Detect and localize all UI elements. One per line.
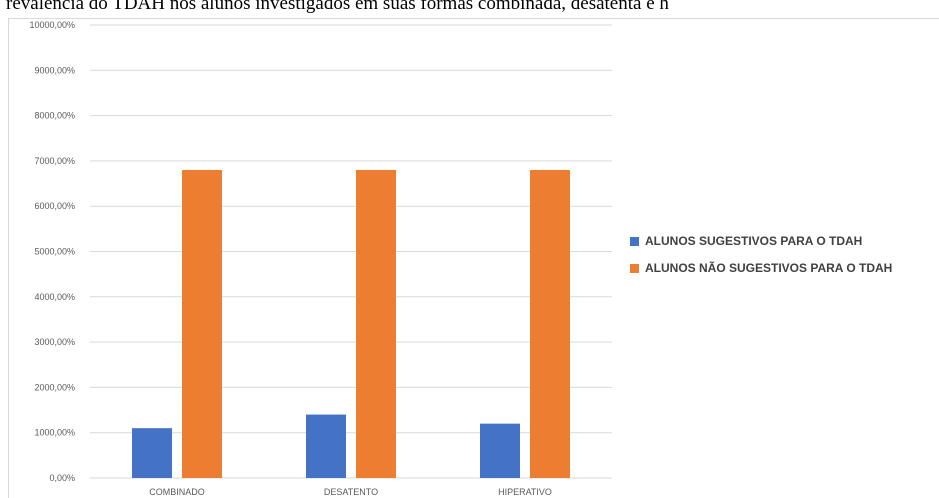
bar-nao-sugestivos-hiperativo — [530, 169, 570, 478]
y-tick-label: 1000,00% — [34, 428, 75, 438]
legend-label: ALUNOS SUGESTIVOS PARA O TDAH — [645, 234, 863, 248]
y-tick-label: 4000,00% — [34, 292, 75, 302]
x-tick-label: COMBINADO — [149, 487, 205, 497]
x-tick-label: DESATENTO — [324, 487, 378, 497]
legend-swatch-orange — [630, 263, 639, 273]
bar-sugestivos-desatento — [306, 414, 346, 478]
legend-swatch-blue — [630, 236, 639, 246]
y-tick-label: 3000,00% — [34, 337, 75, 347]
y-tick-label: 7000,00% — [34, 156, 75, 166]
y-tick-label: 5000,00% — [34, 247, 75, 257]
y-tick-label: 10000,00% — [29, 20, 75, 30]
bar-nao-sugestivos-combinado — [182, 169, 222, 478]
y-tick-label: 9000,00% — [34, 65, 75, 75]
chart-title: revalência do TDAH nos alunos investigad… — [6, 0, 669, 14]
y-tick-label: 2000,00% — [34, 382, 75, 392]
legend-item-nao-sugestivos: ALUNOS NÃO SUGESTIVOS PARA O TDAH — [630, 261, 892, 275]
bar-nao-sugestivos-desatento — [356, 169, 396, 478]
chart-frame — [8, 18, 939, 498]
legend-item-sugestivos: ALUNOS SUGESTIVOS PARA O TDAH — [630, 234, 892, 248]
bar-sugestivos-hiperativo — [480, 423, 520, 478]
bar-sugestivos-combinado — [132, 428, 172, 478]
x-tick-label: HIPERATIVO — [498, 487, 552, 497]
legend: ALUNOS SUGESTIVOS PARA O TDAH ALUNOS NÃO… — [630, 234, 892, 288]
y-tick-label: 8000,00% — [34, 111, 75, 121]
legend-label: ALUNOS NÃO SUGESTIVOS PARA O TDAH — [645, 261, 893, 275]
y-tick-label: 6000,00% — [34, 201, 75, 211]
y-tick-label: 0,00% — [49, 473, 75, 483]
